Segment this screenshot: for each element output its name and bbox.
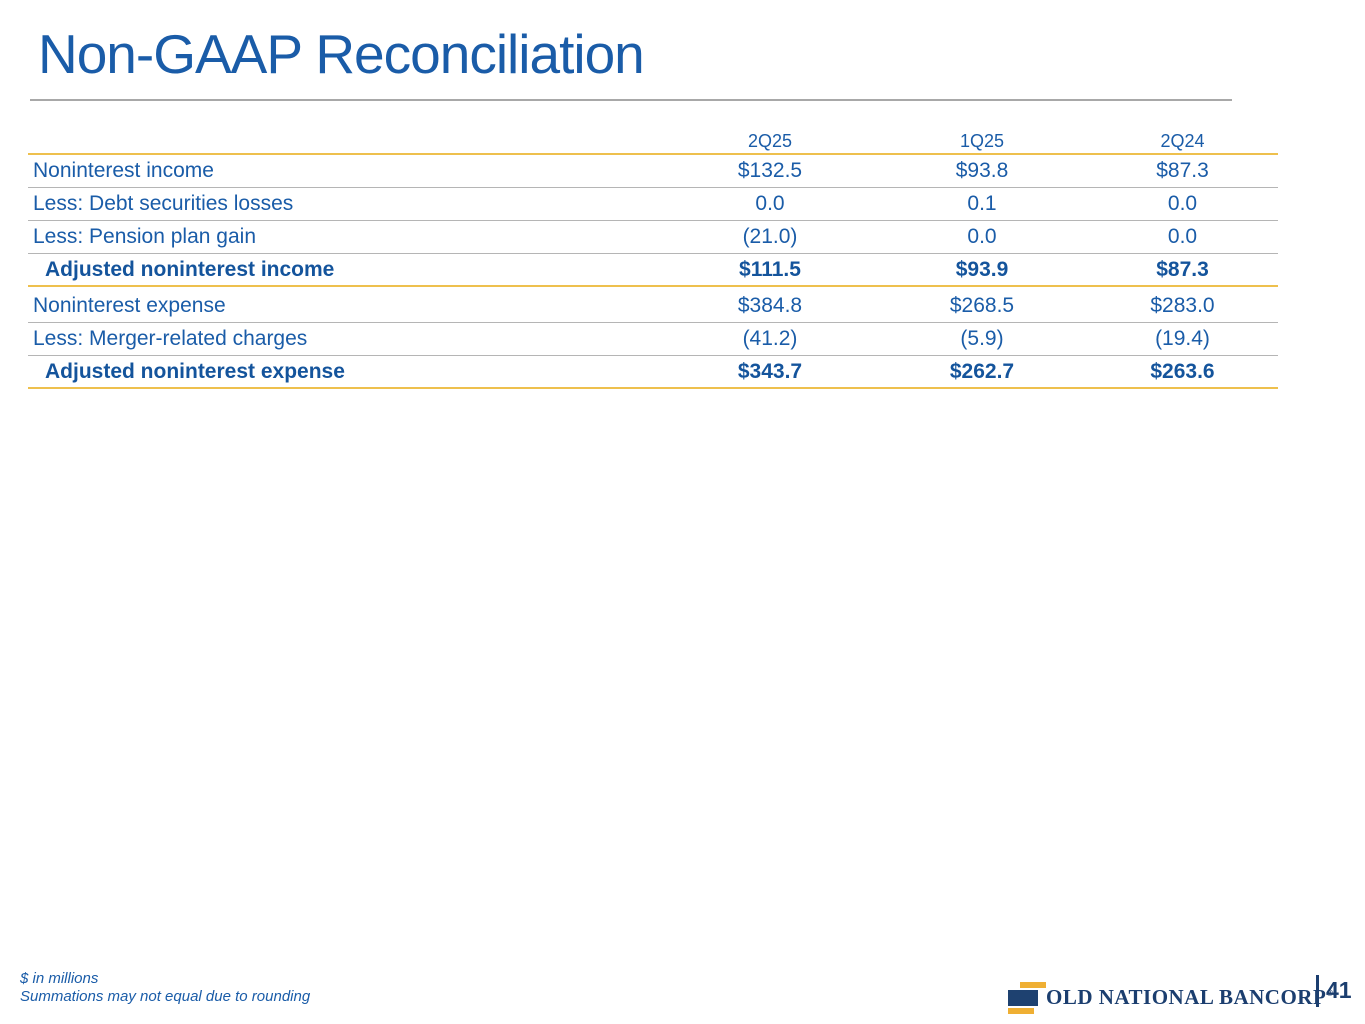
row-label: Less: Merger-related charges (33, 327, 308, 350)
row-value: $87.3 (1156, 159, 1209, 182)
row-label: Less: Pension plan gain (33, 225, 256, 248)
table-total-row: Adjusted noninterest expense $343.7 $262… (28, 356, 1278, 389)
row-value: (5.9) (960, 327, 1004, 350)
table-row: Noninterest income $132.5 $93.8 $87.3 (28, 155, 1278, 188)
row-value: 0.1 (967, 192, 997, 215)
registered-mark: ® (1326, 988, 1334, 998)
table-row: Noninterest expense $384.8 $268.5 $283.0 (28, 290, 1278, 323)
row-value: 0.0 (1167, 225, 1198, 248)
table-row: Less: Merger-related charges (41.2) (5.9… (28, 323, 1278, 356)
table-header-row: 2Q25 1Q25 2Q24 (28, 129, 1278, 155)
row-value: (41.2) (742, 327, 798, 350)
row-value: $268.5 (949, 294, 1015, 317)
row-value: $262.7 (949, 359, 1015, 383)
row-value: $93.9 (955, 257, 1009, 281)
column-header-1q25: 1Q25 (959, 130, 1005, 151)
row-label: Noninterest income (33, 159, 214, 182)
row-value: 0.0 (967, 225, 997, 248)
row-value: $87.3 (1156, 257, 1209, 281)
logo-text: OLD NATIONAL BANCORP (1046, 985, 1327, 1009)
row-value: $384.8 (737, 294, 803, 317)
footnote-rounding: Summations may not equal due to rounding (20, 988, 311, 1005)
row-value: 0.0 (755, 192, 785, 215)
old-national-logo-icon (1008, 982, 1054, 1014)
page-number: 41 (1326, 977, 1352, 1003)
page-title: Non-GAAP Reconciliation (38, 23, 645, 85)
row-value: $283.0 (1150, 294, 1215, 317)
footnotes: $ in millions Summations may not equal d… (20, 970, 310, 1006)
title-underline (30, 99, 1232, 101)
row-value: 0.0 (1167, 192, 1198, 215)
logo-wordmark: OLD NATIONAL BANCORP® (1046, 985, 1333, 1010)
row-value: (21.0) (742, 225, 798, 248)
column-header-2q25: 2Q25 (747, 130, 793, 151)
row-label: Adjusted noninterest expense (45, 359, 345, 383)
reconciliation-table: 2Q25 1Q25 2Q24 Noninterest income $132.5… (28, 129, 1278, 389)
footnote-units: $ in millions (20, 970, 99, 987)
row-label: Less: Debt securities losses (33, 192, 294, 215)
row-value: $93.8 (955, 159, 1009, 182)
row-value: $132.5 (737, 159, 803, 182)
row-label: Noninterest expense (33, 294, 226, 317)
row-label: Adjusted noninterest income (45, 257, 335, 281)
table-row: Less: Debt securities losses 0.0 0.1 0.0 (28, 188, 1278, 221)
table-row: Less: Pension plan gain (21.0) 0.0 0.0 (28, 221, 1278, 254)
logo-gold-bar-top (1020, 982, 1046, 988)
row-value: $111.5 (739, 257, 801, 281)
page-number-divider (1316, 975, 1319, 1007)
row-value: (19.4) (1155, 327, 1210, 350)
column-header-2q24: 2Q24 (1160, 130, 1205, 151)
logo-navy-bar (1008, 990, 1038, 1006)
table-total-row: Adjusted noninterest income $111.5 $93.9… (28, 254, 1278, 287)
logo-gold-bar-bottom (1008, 1008, 1034, 1014)
row-value: $343.7 (737, 359, 803, 383)
row-value: $263.6 (1150, 359, 1215, 383)
